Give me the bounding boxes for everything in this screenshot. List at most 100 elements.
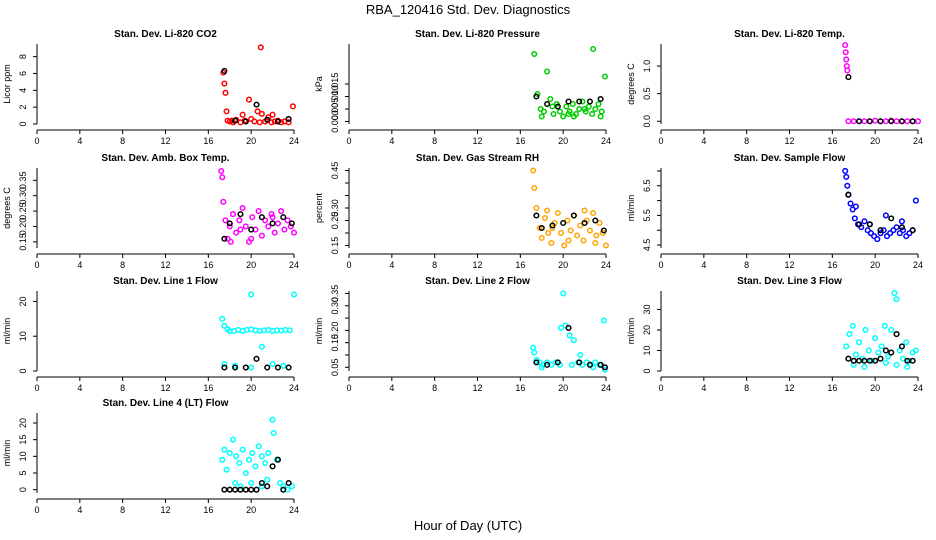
mean-point xyxy=(533,359,540,366)
data-point xyxy=(248,235,255,242)
data-point xyxy=(893,361,900,368)
data-point xyxy=(538,113,545,120)
data-point xyxy=(286,327,293,334)
data-point xyxy=(896,230,903,237)
mean-point xyxy=(288,220,295,227)
y-axis-label: percent xyxy=(314,192,324,223)
data-point xyxy=(219,315,226,322)
data-point xyxy=(861,118,868,125)
x-tick-label: 16 xyxy=(827,383,837,393)
data-point xyxy=(229,436,237,443)
data-point xyxy=(875,349,882,356)
data-point xyxy=(862,326,869,334)
panel-title: Stan. Dev. Line 4 (LT) Flow xyxy=(103,398,229,409)
data-point xyxy=(258,232,265,239)
data-point xyxy=(288,483,295,490)
mean-point xyxy=(904,357,911,364)
x-tick-label: 20 xyxy=(870,260,880,270)
y-tick-label: 15 xyxy=(18,435,28,445)
x-tick-label: 16 xyxy=(515,136,525,146)
mean-point xyxy=(264,483,271,490)
x-tick-label: 16 xyxy=(515,260,525,270)
data-point xyxy=(265,223,272,230)
y-tick-label: 0.0 xyxy=(642,115,652,128)
data-point xyxy=(580,237,587,244)
data-point xyxy=(236,459,243,467)
data-point xyxy=(229,211,237,218)
mean-point xyxy=(237,486,244,493)
y-tick-label: 20 xyxy=(18,418,28,428)
y-axis-label: kPa xyxy=(314,76,324,92)
data-point xyxy=(912,197,919,204)
data-point xyxy=(242,223,249,230)
data-point xyxy=(845,118,852,125)
x-tick-label: 24 xyxy=(913,136,923,146)
data-point xyxy=(550,110,557,118)
data-point xyxy=(592,105,599,113)
data-point xyxy=(269,111,276,118)
data-point xyxy=(843,56,850,63)
data-point xyxy=(549,103,556,110)
y-tick-label: 0 xyxy=(642,368,652,373)
data-point xyxy=(536,224,543,232)
data-point xyxy=(595,100,602,108)
panel-5: Stan. Dev. Gas Stream RH percent 0 4 8 12 16 20… xyxy=(314,153,611,270)
mean-point xyxy=(544,361,551,368)
x-tick-label: 24 xyxy=(913,260,923,270)
mean-point xyxy=(264,364,271,371)
mean-point xyxy=(221,235,228,242)
mean-point xyxy=(856,357,863,364)
y-tick-label: 0.005 xyxy=(330,98,340,121)
y-tick-label: 10 xyxy=(18,331,28,341)
mean-point xyxy=(264,116,271,123)
data-point xyxy=(277,479,284,487)
panel-title: Stan. Dev. Li-820 Temp. xyxy=(734,29,845,40)
x-tick-label: 16 xyxy=(827,260,837,270)
data-point xyxy=(852,351,859,358)
data-point xyxy=(904,363,911,370)
mean-point xyxy=(533,93,540,100)
data-point xyxy=(861,218,868,225)
data-point xyxy=(565,237,572,244)
mean-point xyxy=(232,364,239,371)
y-tick-label: 30 xyxy=(642,304,652,314)
data-point xyxy=(233,229,240,236)
mean-point xyxy=(888,349,895,356)
data-point xyxy=(554,209,561,217)
y-axis-label: ml/min xyxy=(2,440,12,467)
panel-10: Stan. Dev. Line 4 (LT) Flow ml/min 0 4 8 12 16… xyxy=(2,398,299,515)
x-tick-label: 12 xyxy=(472,136,482,146)
mean-point xyxy=(280,214,287,221)
panel-6: Stan. Dev. Sample Flow ml/min 0 4 8 12 16 20 24 4… xyxy=(626,153,923,270)
data-point xyxy=(257,44,264,51)
data-point xyxy=(239,111,246,118)
data-point xyxy=(878,343,885,350)
y-tick-label: 0.25 xyxy=(18,202,28,220)
data-point xyxy=(224,235,231,242)
y-tick-label: 1.0 xyxy=(642,60,652,73)
mean-point xyxy=(888,118,895,125)
data-point xyxy=(849,322,856,329)
y-tick-label: 5 xyxy=(18,470,28,475)
x-tick-label: 12 xyxy=(784,260,794,270)
data-point xyxy=(287,223,294,230)
mean-point xyxy=(560,219,567,227)
data-point xyxy=(567,227,574,234)
mean-point xyxy=(533,212,540,219)
data-point xyxy=(865,347,872,354)
data-point xyxy=(280,362,287,369)
x-tick-label: 24 xyxy=(601,136,611,146)
y-axis-label: degrees C xyxy=(626,63,636,105)
y-tick-label: 10 xyxy=(642,345,652,355)
mean-point xyxy=(248,486,255,493)
mean-point xyxy=(600,227,607,234)
mean-point xyxy=(898,224,905,231)
data-point xyxy=(890,227,897,234)
data-point xyxy=(290,291,298,298)
x-tick-label: 0 xyxy=(34,505,39,515)
data-point xyxy=(577,222,584,229)
x-tick-label: 4 xyxy=(77,505,82,515)
data-point xyxy=(541,214,549,222)
data-point xyxy=(570,337,577,344)
